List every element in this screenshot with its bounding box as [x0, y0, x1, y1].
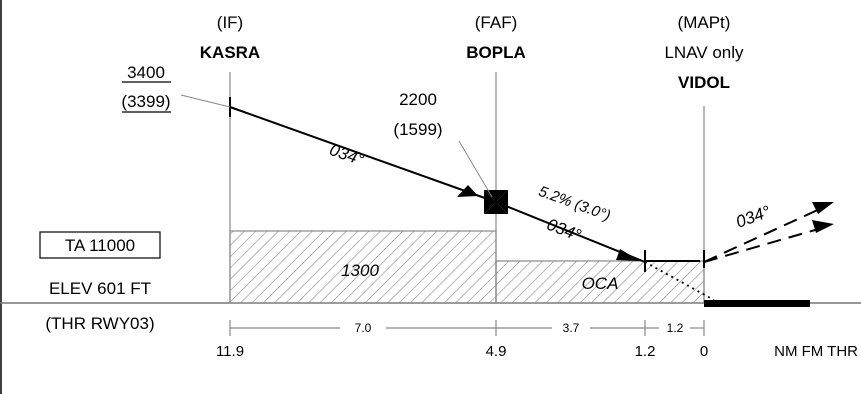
segment-distance-3: 1.2 — [667, 321, 684, 335]
segment-distance-2: 3.7 — [563, 321, 580, 335]
final-arrowhead — [616, 249, 640, 261]
final-oca-area — [495, 260, 705, 304]
final-oca-label: OCA — [582, 274, 619, 293]
initial-descent-path — [229, 106, 497, 203]
faf-alt-leader — [458, 140, 493, 198]
faf-altitude: 2200 — [399, 90, 437, 109]
transition-altitude: TA 11000 — [65, 236, 135, 255]
mapt-fix-name: VIDOL — [678, 73, 730, 92]
if-altitude-height: (3399) — [121, 92, 170, 111]
threshold-extension-dotted — [644, 261, 715, 301]
scale-threshold: 0 — [700, 343, 708, 360]
if-fix-name: KASRA — [200, 43, 260, 62]
missed-arrowhead-1 — [812, 202, 834, 214]
if-altitude: 3400 — [127, 63, 165, 82]
scale-unit: NM FM THR — [774, 343, 858, 360]
transition-altitude-box — [39, 231, 161, 259]
segment-distance-1: 7.0 — [355, 321, 372, 335]
initial-track-label: 034° — [327, 140, 367, 169]
gradient-label: 5.2% (3.0°) — [536, 183, 612, 225]
scale-if: 11.9 — [216, 343, 244, 360]
mapt-role-label: (MAPt) — [678, 13, 731, 32]
faf-fix-name: BOPLA — [466, 43, 526, 62]
missed-arrowhead-2 — [812, 220, 834, 233]
intermediate-oca-label: 1300 — [341, 261, 379, 280]
if-role-label: (IF) — [217, 13, 243, 32]
runway — [704, 300, 810, 307]
initial-arrowhead — [457, 185, 478, 197]
if-alt-leader — [180, 94, 231, 108]
elevation-label: ELEV 601 FT — [49, 279, 151, 298]
missed-track-label: 034° — [733, 202, 773, 232]
scale-faf: 4.9 — [486, 343, 507, 360]
faf-role-label: (FAF) — [475, 13, 518, 32]
threshold-label: (THR RWY03) — [45, 314, 154, 333]
scale-mapt: 1.2 — [635, 343, 656, 360]
distance-scale — [229, 320, 705, 336]
missed-approach-path-2 — [703, 227, 823, 263]
final-track-label: 034° — [544, 215, 584, 245]
faf-altitude-height: (1599) — [393, 120, 442, 139]
mapt-note-label: LNAV only — [664, 43, 744, 62]
intermediate-oca-area — [229, 230, 497, 304]
